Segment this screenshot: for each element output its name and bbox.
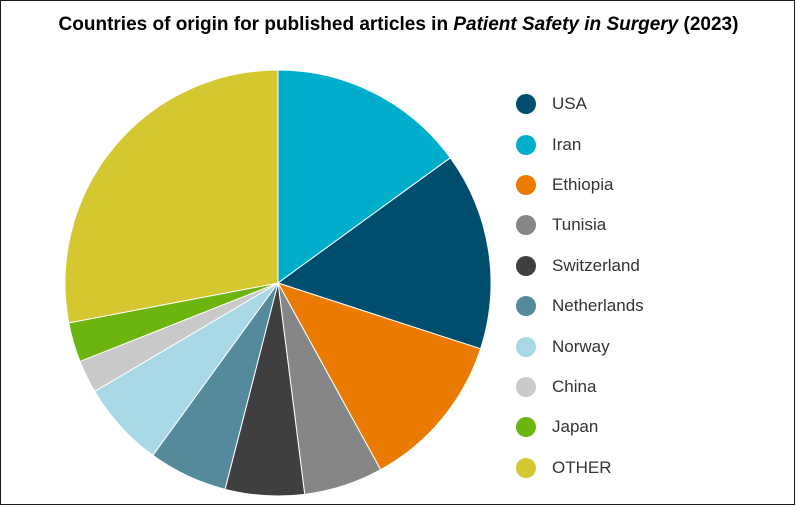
legend-item-japan: Japan <box>516 407 786 447</box>
pie-slice-ethiopia <box>276 282 482 471</box>
legend-item-netherlands: Netherlands <box>516 286 786 326</box>
chart-legend: USA Iran Ethiopia Tunisia Switzerland Netherl… <box>516 84 786 488</box>
legend-label: Ethiopia <box>552 174 614 194</box>
legend-label: USA <box>552 94 587 114</box>
legend-label: Japan <box>552 417 599 437</box>
legend-item-norway: Norway <box>516 326 786 366</box>
chart-title-part-2: (2023) <box>678 14 739 35</box>
legend-swatch <box>516 457 536 478</box>
pie-slice-other <box>64 69 279 324</box>
legend-swatch <box>516 174 536 195</box>
legend-label: Norway <box>552 336 610 356</box>
legend-item-ethiopia: Ethiopia <box>516 165 786 205</box>
legend-label: Tunisia <box>552 215 607 235</box>
legend-item-tunisia: Tunisia <box>516 205 786 245</box>
legend-swatch <box>516 336 536 357</box>
legend-label: Iran <box>552 134 582 154</box>
pie-slice-usa <box>276 157 492 350</box>
legend-swatch <box>516 215 536 236</box>
legend-swatch <box>516 134 536 155</box>
legend-item-iran: Iran <box>516 124 786 164</box>
chart-title-journal: Patient Safety in Surgery <box>453 14 679 35</box>
legend-item-china: China <box>516 367 786 407</box>
legend-item-usa: USA <box>516 84 786 124</box>
legend-swatch <box>516 94 536 115</box>
chart-title-part-1: Countries of origin for published articl… <box>58 14 454 35</box>
legend-swatch <box>516 376 536 397</box>
legend-swatch <box>516 255 536 276</box>
legend-item-switzerland: Switzerland <box>516 246 786 286</box>
legend-label: Switzerland <box>552 255 640 275</box>
legend-item-other: OTHER <box>516 448 786 488</box>
legend-swatch <box>516 417 536 438</box>
chart-title: Countries of origin for published articl… <box>0 14 797 36</box>
legend-label: Netherlands <box>552 296 644 316</box>
legend-swatch <box>516 296 536 317</box>
legend-label: OTHER <box>552 457 612 477</box>
legend-label: China <box>552 376 597 396</box>
pie-slice-iran <box>277 69 452 284</box>
